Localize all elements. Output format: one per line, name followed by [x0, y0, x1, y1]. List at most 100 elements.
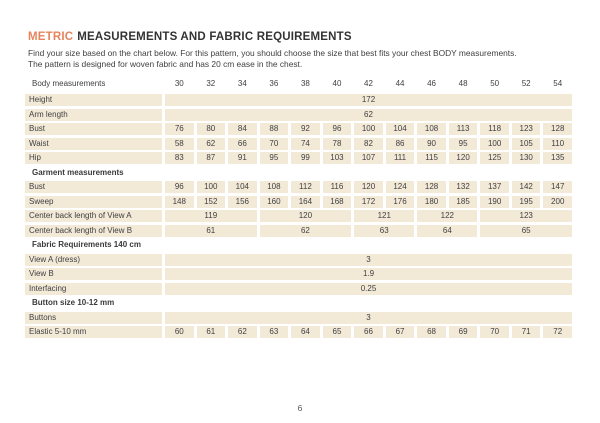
table-cell: 113 — [448, 123, 478, 135]
intro-line-1: Find your size based on the chart below.… — [28, 48, 517, 58]
size-column-header: 40 — [332, 79, 342, 88]
table-cell: 112 — [291, 181, 320, 193]
table-cell: 82 — [354, 137, 383, 150]
table-cell: 66 — [228, 137, 257, 150]
table-cell: 72 — [543, 326, 572, 338]
table-cell: 74 — [291, 137, 320, 150]
table-row: Bust 76 80 84 88 92 96 100 104 108 113 118 123 128 — [25, 123, 572, 135]
table-cell: 172 — [354, 195, 383, 208]
table-cell: 110 — [543, 137, 572, 150]
row-label: Bust — [25, 181, 162, 193]
table-cell: 148 — [165, 195, 194, 208]
table-cell: 83 — [165, 152, 194, 164]
table-cell: 137 — [480, 181, 509, 193]
table-cell: 100 — [354, 123, 383, 135]
table-cell: 96 — [165, 181, 194, 193]
size-column-header: 50 — [490, 79, 500, 88]
size-column-header: 32 — [206, 79, 216, 88]
table-cell-group: 63 — [354, 224, 415, 237]
table-cell: 61 — [196, 326, 226, 338]
table-cell: 135 — [543, 152, 572, 164]
table-cell: 63 — [259, 326, 289, 338]
table-cell: 156 — [228, 195, 257, 208]
table-cell: 142 — [511, 181, 541, 193]
table-cell: 128 — [543, 123, 572, 135]
table-cell: 84 — [228, 123, 257, 135]
row-label: Height — [25, 94, 162, 106]
table-cell: 147 — [543, 181, 572, 193]
table-cell: 95 — [259, 152, 289, 164]
table-cell-merged: 0.25 — [165, 282, 572, 295]
table-cell: 168 — [322, 195, 352, 208]
table-cell: 123 — [511, 123, 541, 135]
table-row: Sweep 148 152 156 160 164 168 172 176 180 185 190 19… — [25, 195, 572, 208]
table-cell: 120 — [448, 152, 478, 164]
table-cell: 107 — [354, 152, 383, 164]
table-cell: 100 — [480, 137, 509, 150]
table-cell: 124 — [385, 181, 415, 193]
table-cell: 118 — [480, 123, 509, 135]
table-cell: 105 — [511, 137, 541, 150]
table-cell: 195 — [511, 195, 541, 208]
table-cell-merged: 3 — [165, 311, 572, 324]
table-cell-group: 64 — [417, 224, 478, 237]
table-cell: 62 — [228, 326, 257, 338]
table-cell-group: 120 — [259, 210, 352, 222]
table-cell: 160 — [259, 195, 289, 208]
size-column-header: 52 — [521, 79, 531, 88]
table-cell: 120 — [354, 181, 383, 193]
section-header: Garment measurements — [32, 167, 124, 177]
table-cell: 70 — [480, 326, 509, 338]
table-cell: 86 — [385, 137, 415, 150]
table-cell: 67 — [385, 326, 415, 338]
table-cell: 116 — [322, 181, 352, 193]
table-cell: 80 — [196, 123, 226, 135]
intro-text: Find your size based on the chart below.… — [28, 48, 572, 70]
table-cell: 152 — [196, 195, 226, 208]
section-header: Button size 10-12 mm — [32, 298, 115, 307]
table-cell-group: 61 — [165, 224, 257, 237]
row-label: Bust — [25, 123, 162, 135]
table-cell: 92 — [291, 123, 320, 135]
table-cell: 132 — [448, 181, 478, 193]
size-column-header: 48 — [458, 79, 468, 88]
document-page: METRIC MEASUREMENTS AND FABRIC REQUIREMEN… — [25, 0, 572, 338]
intro-line-2: The pattern is designed for woven fabric… — [28, 59, 303, 69]
table-cell: 115 — [417, 152, 446, 164]
size-table: Body measurements 30 32 34 36 38 40 42 44 46 48 50 5… — [25, 78, 572, 338]
table-cell-merged: 62 — [165, 108, 572, 121]
table-cell-group: 65 — [480, 224, 572, 237]
table-cell: 128 — [417, 181, 446, 193]
table-cell: 125 — [480, 152, 509, 164]
table-cell: 103 — [322, 152, 352, 164]
table-row: Center back length of View A 119 120 121 122… — [25, 210, 572, 222]
table-cell: 176 — [385, 195, 415, 208]
table-cell: 91 — [228, 152, 257, 164]
row-label: Interfacing — [25, 282, 162, 295]
table-row: Arm length 62 — [25, 108, 572, 121]
table-cell: 70 — [259, 137, 289, 150]
size-column-header: 36 — [269, 79, 279, 88]
table-cell: 66 — [354, 326, 383, 338]
table-cell-group: 62 — [259, 224, 352, 237]
row-label: Center back length of View B — [25, 224, 162, 237]
table-cell: 130 — [511, 152, 541, 164]
table-cell-merged: 3 — [165, 253, 572, 266]
row-label: Waist — [25, 137, 162, 150]
table-cell-merged: 1.9 — [165, 268, 572, 280]
row-label: Elastic 5-10 mm — [25, 326, 162, 338]
size-column-header: 38 — [300, 79, 310, 88]
table-cell: 104 — [385, 123, 415, 135]
table-cell: 111 — [385, 152, 415, 164]
table-cell: 164 — [291, 195, 320, 208]
table-cell: 190 — [480, 195, 509, 208]
table-cell: 58 — [165, 137, 194, 150]
table-cell: 200 — [543, 195, 572, 208]
table-cell: 64 — [291, 326, 320, 338]
row-label: View B — [25, 268, 162, 280]
table-cell: 71 — [511, 326, 541, 338]
size-column-header: 30 — [174, 79, 184, 88]
table-cell: 87 — [196, 152, 226, 164]
table-cell: 185 — [448, 195, 478, 208]
table-cell: 65 — [322, 326, 352, 338]
